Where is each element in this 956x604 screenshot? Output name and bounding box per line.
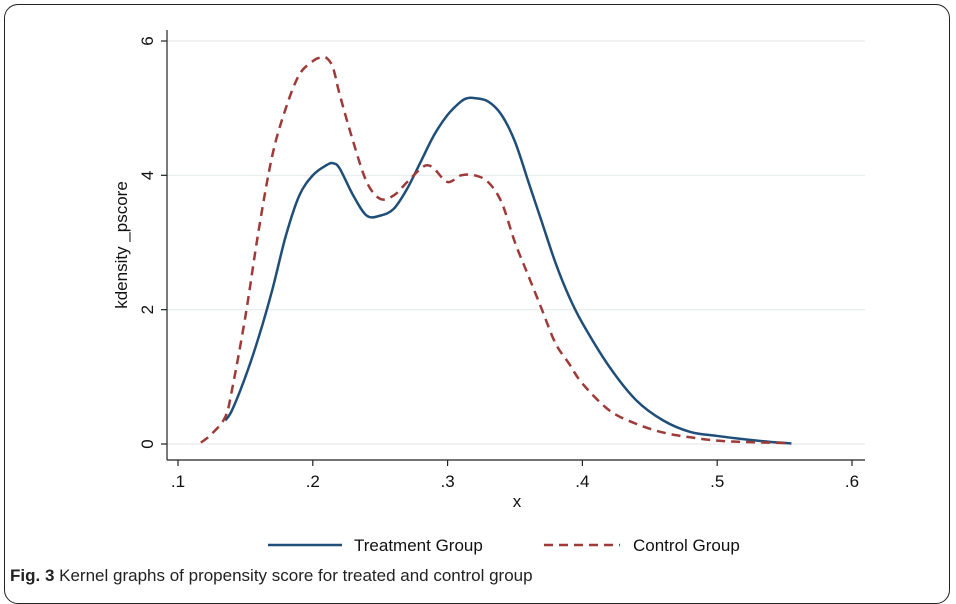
legend-label-treatment: Treatment Group xyxy=(354,536,483,555)
x-tick-label: .1 xyxy=(171,472,185,491)
y-tick-label: 6 xyxy=(138,36,157,45)
caption-label: Fig. 3 xyxy=(10,566,55,585)
x-tick-label: .6 xyxy=(845,472,859,491)
series-line-treatment-group xyxy=(224,96,792,445)
figure-frame xyxy=(4,4,950,604)
figure-caption: Fig. 3 Kernel graphs of propensity score… xyxy=(10,566,533,586)
legend: Treatment Group Control Group xyxy=(268,536,740,555)
axes-layer: 0 2 4 6 .1 .2 .3 .4 .5 .6 xyxy=(138,30,865,491)
y-tick-label: 4 xyxy=(138,171,157,180)
series-line-control-group xyxy=(200,55,792,445)
x-tick-label: .4 xyxy=(575,472,589,491)
legend-label-control: Control Group xyxy=(633,536,740,555)
x-tick-label: .3 xyxy=(441,472,455,491)
x-tick-label: .2 xyxy=(306,472,320,491)
y-tick-label: 2 xyxy=(138,305,157,314)
caption-text: Kernel graphs of propensity score for tr… xyxy=(59,566,533,585)
x-axis-label: x xyxy=(513,492,522,511)
y-axis-label: kdensity _pscore xyxy=(112,181,131,309)
series-layer xyxy=(200,55,792,445)
grid-layer xyxy=(167,40,865,445)
x-tick-label: .5 xyxy=(710,472,724,491)
y-tick-label: 0 xyxy=(138,439,157,448)
